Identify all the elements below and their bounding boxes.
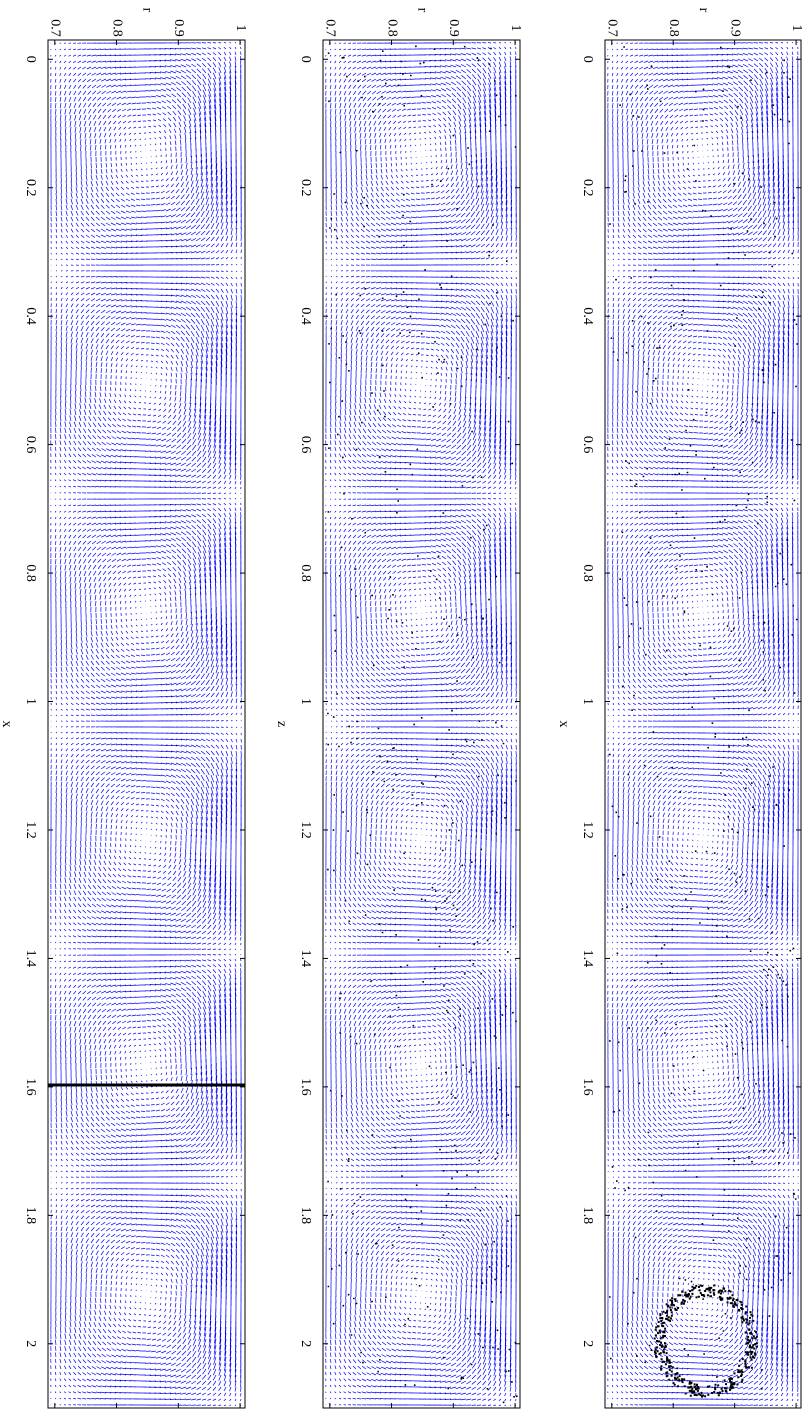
x-tick-label: 0.2 <box>23 179 38 197</box>
x-tick-label: 1.6 <box>298 1078 313 1096</box>
x-tick-label: 0.2 <box>580 179 595 197</box>
x-tick-label: 1 <box>580 698 595 705</box>
x-tick-label: 0.6 <box>298 436 313 454</box>
x-tick-label: 1.4 <box>23 950 38 968</box>
y-axis-label: r <box>696 8 711 13</box>
x-axis-label: x <box>0 721 14 728</box>
vector-field <box>50 42 242 1406</box>
x-tick-label: 0 <box>23 56 38 63</box>
x-axis-label: z <box>274 721 289 727</box>
plot-frame <box>322 39 521 1409</box>
x-tick-label: 1.6 <box>23 1078 38 1096</box>
x-tick-label: 1.4 <box>298 950 313 968</box>
y-tick-label: 0.9 <box>446 19 461 37</box>
x-tick-label: 1.8 <box>298 1207 313 1225</box>
y-tick-label: 0.8 <box>109 19 124 37</box>
y-tick-label: 0.7 <box>605 19 620 37</box>
x-tick-label: 1.6 <box>580 1078 595 1096</box>
y-axis-label: r <box>139 8 154 13</box>
y-tick-label: 1 <box>508 25 523 32</box>
vector-field <box>607 42 799 1406</box>
x-tick-label: 1 <box>23 698 38 705</box>
x-tick-label: 1.2 <box>298 821 313 839</box>
y-tick-label: 1 <box>233 25 248 32</box>
x-tick-label: 0 <box>580 56 595 63</box>
x-tick-label: 0.8 <box>298 564 313 582</box>
y-axis-label: r <box>414 8 429 13</box>
vector-field <box>325 42 517 1406</box>
x-tick-label: 0.8 <box>580 564 595 582</box>
x-tick-label: 0.2 <box>298 179 313 197</box>
y-tick-label: 0.8 <box>666 19 681 37</box>
y-tick-label: 0.7 <box>323 19 338 37</box>
x-tick-label: 2 <box>23 1340 38 1347</box>
x-tick-label: 0.4 <box>298 307 313 325</box>
y-tick-label: 0.9 <box>727 19 742 37</box>
x-tick-label: 2 <box>298 1340 313 1347</box>
x-tick-label: 1.4 <box>580 950 595 968</box>
y-tick-label: 0.7 <box>48 19 63 37</box>
x-tick-label: 0 <box>298 56 313 63</box>
x-tick-label: 1.8 <box>23 1207 38 1225</box>
y-tick-label: 0.8 <box>384 19 399 37</box>
x-tick-label: 1.2 <box>23 821 38 839</box>
x-tick-label: 0.6 <box>580 436 595 454</box>
y-tick-label: 0.9 <box>171 19 186 37</box>
plot-frame <box>604 39 802 1409</box>
x-axis-label: x <box>556 721 571 728</box>
x-tick-label: 1.8 <box>580 1207 595 1225</box>
x-tick-label: 0.6 <box>23 436 38 454</box>
x-tick-label: 2 <box>580 1340 595 1347</box>
plot-frame <box>47 39 246 1409</box>
x-tick-label: 0.4 <box>580 307 595 325</box>
x-tick-label: 1 <box>298 698 313 705</box>
x-tick-label: 0.8 <box>23 564 38 582</box>
y-tick-label: 1 <box>789 25 802 32</box>
x-tick-label: 1.2 <box>580 821 595 839</box>
x-tick-label: 0.4 <box>23 307 38 325</box>
